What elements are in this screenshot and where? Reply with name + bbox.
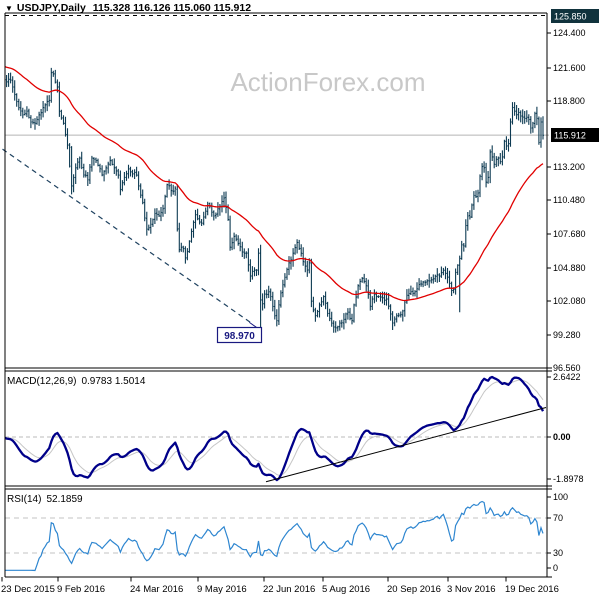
moving-average-layer xyxy=(5,66,544,302)
price-axis: 125.850 124.400 121.600 118.800 115.912 113.2… xyxy=(547,9,599,573)
time-axis: 23 Dec 2015 9 Feb 2016 24 Mar 2016 9 May 20… xyxy=(1,577,559,595)
macd-axis-label: 2.6422 xyxy=(553,372,581,382)
rsi-axis-label: 100 xyxy=(553,492,568,502)
price-axis-label: 104.880 xyxy=(553,263,586,273)
watermark: ActionForex.com xyxy=(230,67,425,97)
price-axis-label: 118.800 xyxy=(553,96,585,106)
time-axis-label: 9 Feb 2016 xyxy=(57,584,105,595)
trendline-label-layer: 98.970 xyxy=(216,321,263,344)
macd-main-line xyxy=(5,375,545,482)
price-axis-label: 125.850 xyxy=(554,12,587,22)
macd-values: 0.9783 1.5014 xyxy=(81,376,145,387)
price-axis-label: 110.480 xyxy=(553,195,585,205)
rsi-line xyxy=(5,500,544,572)
price-axis-label: 102.080 xyxy=(553,296,586,306)
price-axis-label-box xyxy=(551,128,599,142)
rsi-indicator-label: RSI(14) 52.1859 xyxy=(7,494,83,505)
time-axis-label: 22 Jun 2016 xyxy=(263,584,315,595)
descending-trendline xyxy=(2,148,251,323)
price-axis-label: 96.560 xyxy=(553,363,581,373)
title-ohlc: 115.328 116.126 115.060 115.912 xyxy=(93,2,251,14)
macd-axis-label: -1.8978 xyxy=(553,474,584,484)
title-symbol: USDJPY,Daily xyxy=(17,2,86,14)
chart-dropdown-icon[interactable]: ▼ xyxy=(5,4,13,13)
time-axis-label: 3 Nov 2016 xyxy=(447,584,496,595)
price-bars-layer xyxy=(5,67,544,338)
time-axis-label: 5 Aug 2016 xyxy=(322,584,370,595)
rsi-values: 52.1859 xyxy=(46,494,83,505)
time-axis-label: 24 Mar 2016 xyxy=(130,584,183,595)
trendline-price-label: 98.970 xyxy=(224,331,255,342)
time-axis-label: 20 Sep 2016 xyxy=(387,584,441,595)
rsi-panel-layer xyxy=(5,500,547,572)
price-axis-label: 107.680 xyxy=(553,229,586,239)
price-axis-label-box xyxy=(551,9,599,23)
rsi-axis-label: 30 xyxy=(553,548,563,558)
trendline-price-label-box xyxy=(216,326,263,344)
macd-indicator-label: MACD(12,26,9) 0.9783 1.5014 xyxy=(7,376,146,387)
price-axis-label: 121.600 xyxy=(553,63,586,73)
time-axis-label: 23 Dec 2015 xyxy=(1,584,55,595)
rsi-line-clip xyxy=(5,500,544,572)
price-axis-label: 113.200 xyxy=(553,162,585,172)
chart-title: ▼ USDJPY,Daily 115.328 116.126 115.060 115… xyxy=(5,2,251,14)
price-axis-label: 99.280 xyxy=(553,330,581,340)
macd-axis-label: 0.00 xyxy=(553,432,571,442)
rsi-axis-label: 0 xyxy=(553,563,558,573)
rsi-axis-label: 70 xyxy=(553,513,563,523)
price-axis-label: 115.912 xyxy=(554,131,586,141)
macd-lines-clip xyxy=(5,375,545,482)
macd-trendline xyxy=(265,406,547,483)
macd-panel-layer xyxy=(5,375,547,483)
panel-borders xyxy=(4,12,552,578)
main-panel-lines xyxy=(2,15,549,323)
time-axis-label: 9 May 2016 xyxy=(197,584,247,595)
price-axis-label: 124.400 xyxy=(553,28,586,38)
ema-line xyxy=(5,66,544,302)
price-bars xyxy=(5,67,544,338)
time-axis-label: 19 Dec 2016 xyxy=(505,584,559,595)
